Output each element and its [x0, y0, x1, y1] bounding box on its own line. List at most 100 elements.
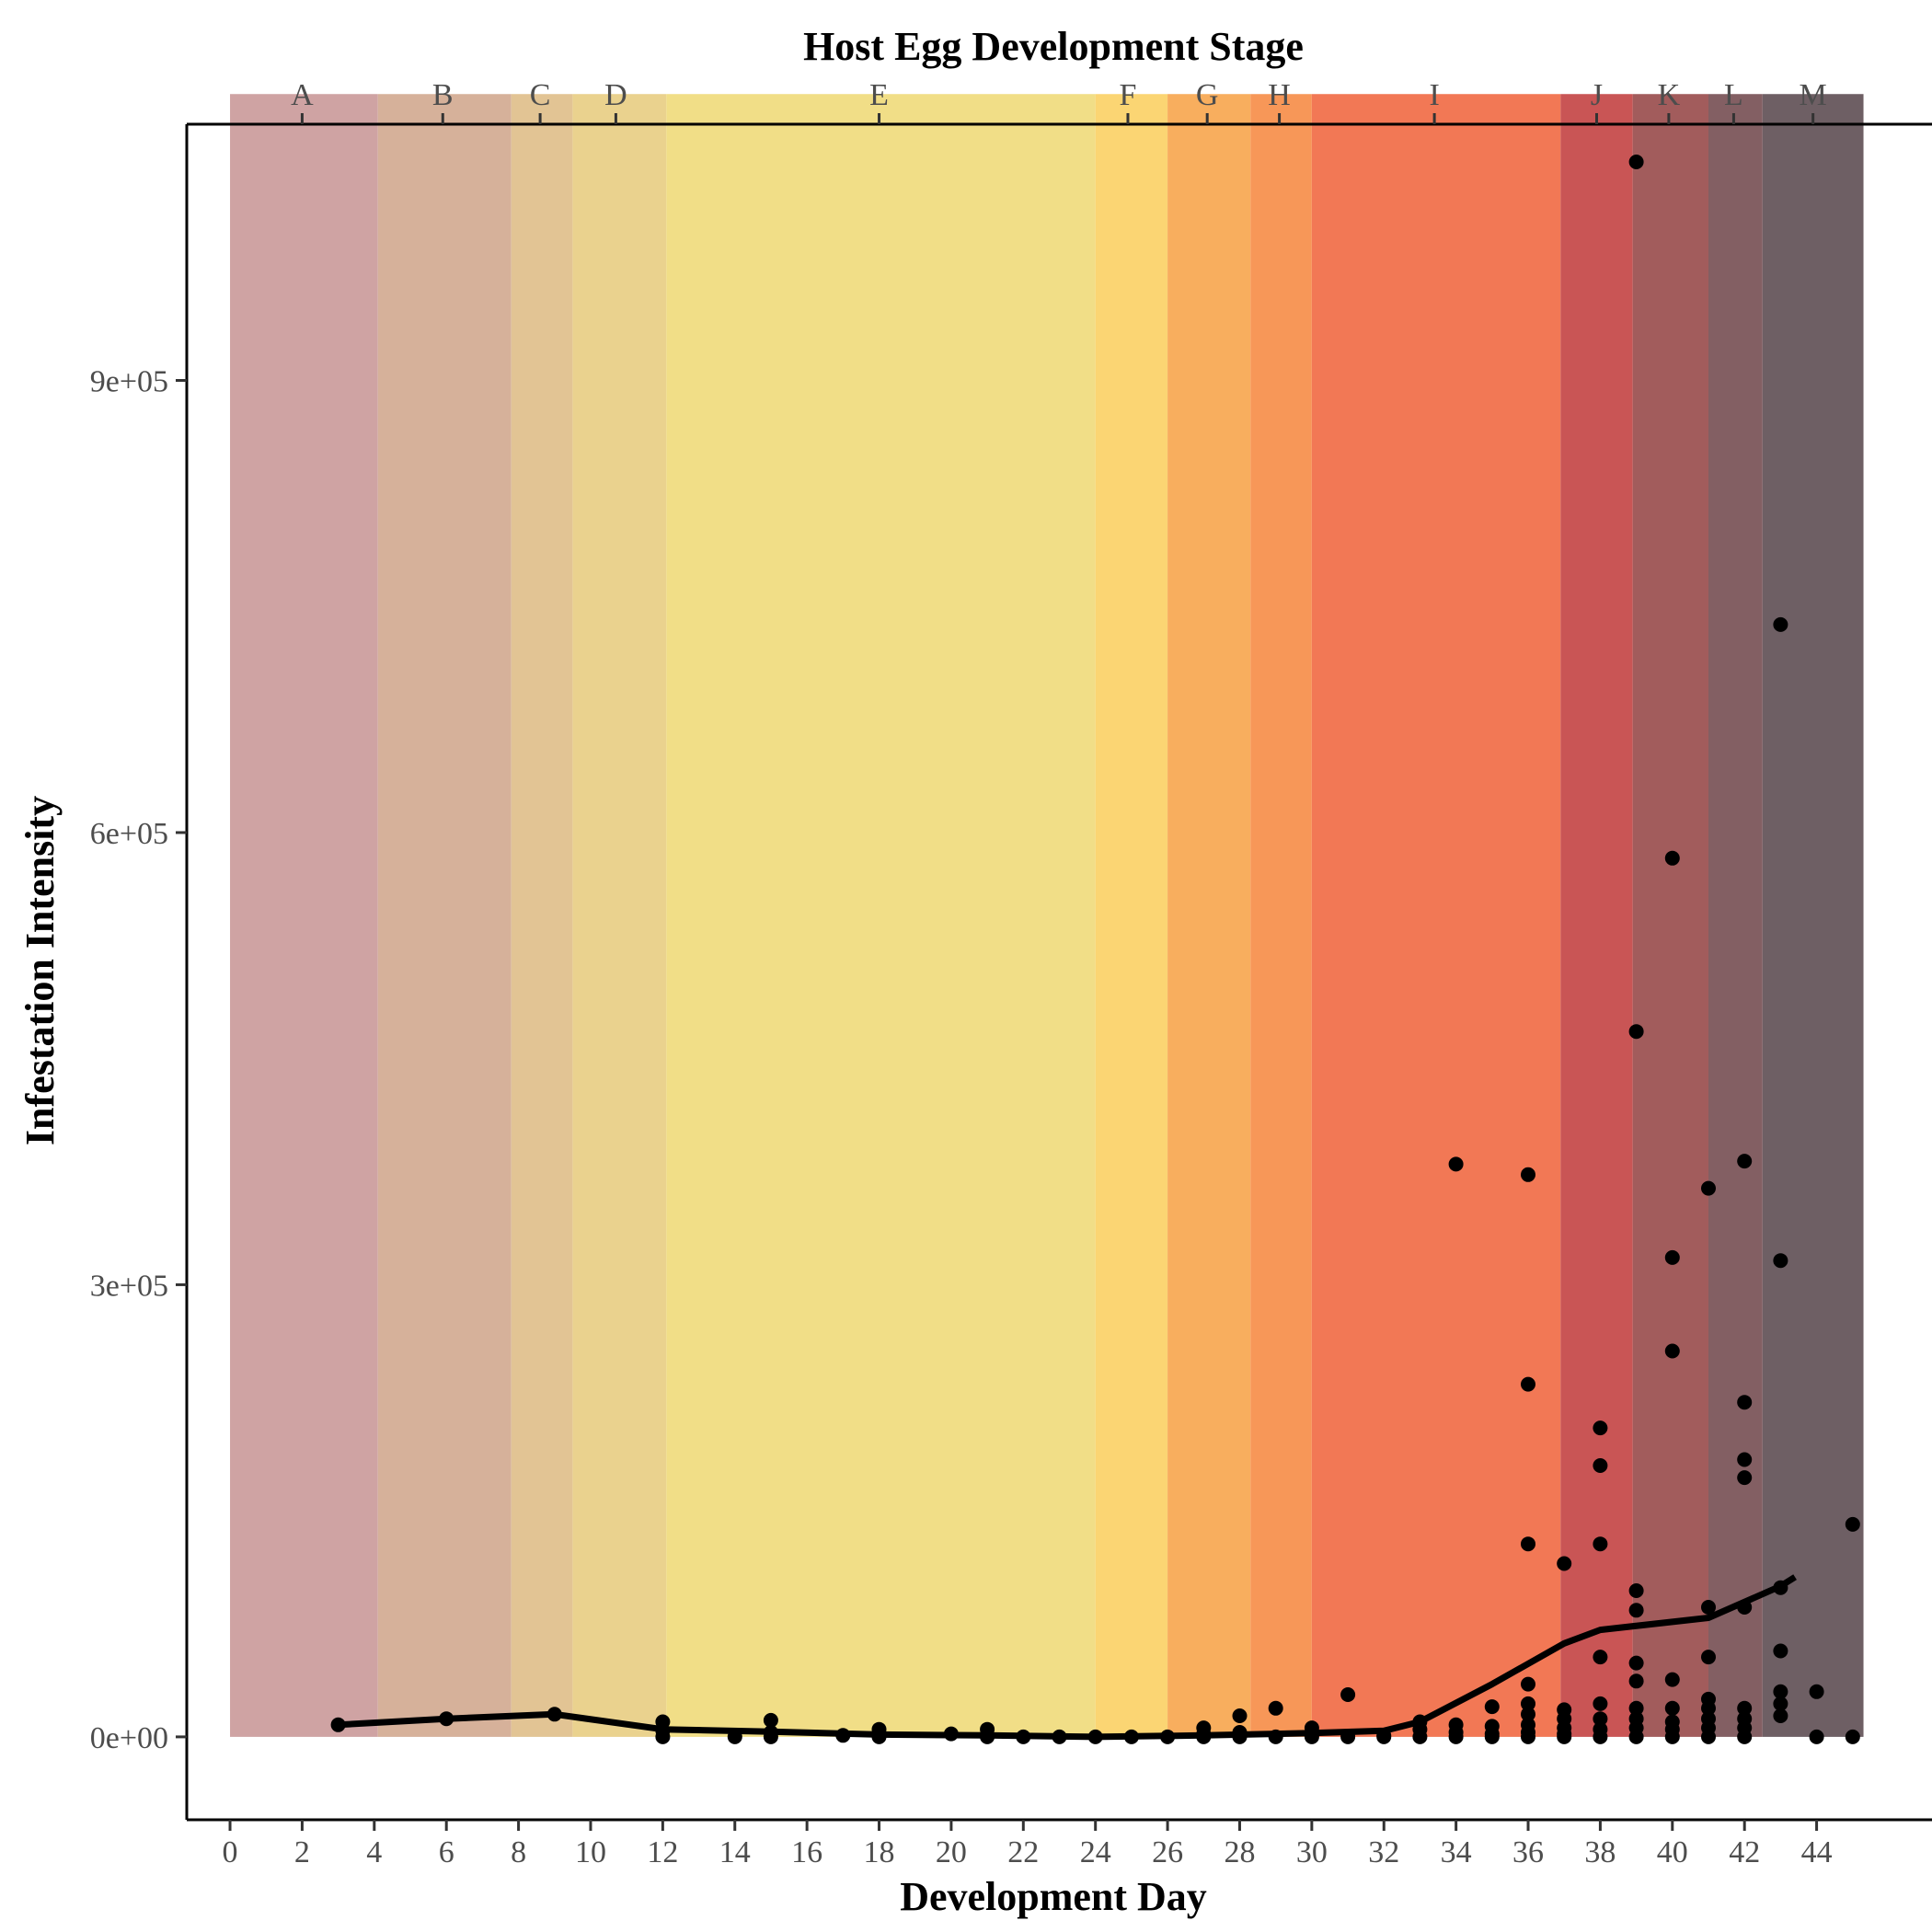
- x-tick-label: 28: [1224, 1835, 1255, 1869]
- data-point: [871, 1729, 887, 1744]
- data-point: [1664, 1700, 1680, 1716]
- data-point: [1484, 1699, 1500, 1715]
- x-tick-label: 8: [511, 1835, 526, 1869]
- x-tick-label: 0: [223, 1835, 238, 1869]
- data-point: [1593, 1729, 1608, 1744]
- data-points: [330, 155, 1860, 1744]
- x-tick-label: 14: [719, 1835, 751, 1869]
- x-tick-label: 24: [1080, 1835, 1111, 1869]
- data-point: [1737, 1470, 1753, 1486]
- data-point: [1701, 1180, 1716, 1196]
- stage-band-A: [230, 94, 378, 1737]
- data-point: [1628, 1024, 1644, 1040]
- data-point: [727, 1729, 742, 1744]
- data-point: [1773, 1580, 1788, 1595]
- y-axis-title: Infestation Intensity: [17, 796, 63, 1145]
- data-point: [1052, 1729, 1067, 1744]
- data-point: [1773, 1684, 1788, 1699]
- data-point: [1701, 1729, 1716, 1744]
- y-tick-label: 0e+00: [90, 1721, 168, 1755]
- data-point: [1773, 1708, 1788, 1723]
- data-point: [1593, 1458, 1608, 1473]
- data-point: [1737, 1452, 1753, 1467]
- stage-tick-label: M: [1800, 78, 1827, 112]
- x-tick-label: 44: [1801, 1835, 1833, 1869]
- stage-band-B: [377, 94, 512, 1737]
- stage-tick-label: B: [432, 78, 454, 112]
- data-point: [1340, 1687, 1356, 1702]
- data-point: [1664, 1672, 1680, 1687]
- stage-tick-label: L: [1724, 78, 1743, 112]
- data-point: [1593, 1536, 1608, 1552]
- data-point: [1160, 1729, 1176, 1744]
- data-point: [1809, 1684, 1824, 1699]
- data-point: [1628, 1673, 1644, 1689]
- data-point: [1845, 1516, 1860, 1532]
- data-point: [1268, 1700, 1283, 1716]
- data-point: [1376, 1729, 1392, 1744]
- x-tick-label: 38: [1584, 1835, 1616, 1869]
- data-point: [1737, 1600, 1753, 1615]
- stage-tick-label: E: [869, 78, 889, 112]
- data-point: [1232, 1708, 1248, 1723]
- data-point: [1664, 1729, 1680, 1744]
- data-point: [1593, 1696, 1608, 1711]
- data-point: [1593, 1650, 1608, 1665]
- data-point: [1232, 1729, 1248, 1744]
- data-point: [1664, 850, 1680, 866]
- data-point: [1016, 1729, 1031, 1744]
- stage-tick-label: K: [1658, 78, 1681, 112]
- x-tick-label: 2: [294, 1835, 310, 1869]
- stage-tick-label: C: [530, 78, 551, 112]
- stage-band-D: [572, 94, 667, 1737]
- data-point: [1737, 1395, 1753, 1410]
- data-point: [1701, 1600, 1716, 1615]
- y-tick-label: 9e+05: [90, 364, 168, 398]
- data-point: [1737, 1729, 1753, 1744]
- x-tick-label: 16: [791, 1835, 822, 1869]
- data-point: [1773, 1253, 1788, 1269]
- data-point: [1628, 1603, 1644, 1618]
- stage-tick-label: G: [1196, 78, 1219, 112]
- data-point: [1340, 1729, 1356, 1744]
- stage-axis-ticks: A B C D E F G H I J K L M: [291, 78, 1827, 124]
- data-point: [1628, 1729, 1644, 1744]
- data-point: [1845, 1729, 1860, 1744]
- stage-tick-label: J: [1591, 78, 1603, 112]
- data-point: [1773, 1643, 1788, 1659]
- data-point: [1737, 1700, 1753, 1716]
- stage-tick-label: D: [604, 78, 627, 112]
- data-point: [1773, 616, 1788, 632]
- x-tick-label: 12: [647, 1835, 678, 1869]
- stage-band-F: [1095, 94, 1168, 1737]
- stage-band-J: [1560, 94, 1633, 1737]
- x-tick-label: 30: [1296, 1835, 1328, 1869]
- x-axis-ticks: 0 2 4 6 8 10 12 14 16 18 20 22 24 26 28 30 32 34 36 38 40 42 4…: [223, 1820, 1833, 1869]
- data-point: [1628, 155, 1644, 169]
- data-point: [546, 1707, 562, 1722]
- data-point: [1701, 1650, 1716, 1665]
- stage-band-C: [511, 94, 573, 1737]
- data-point: [1196, 1729, 1212, 1744]
- data-point: [1628, 1583, 1644, 1598]
- data-point: [1593, 1711, 1608, 1727]
- data-point: [1521, 1676, 1535, 1692]
- data-point: [1448, 1729, 1464, 1744]
- y-axis-ticks: 0e+00 3e+05 6e+05 9e+05: [90, 364, 187, 1755]
- stage-tick-label: A: [291, 78, 314, 112]
- stage-band-L: [1708, 94, 1763, 1737]
- plot-frame: [185, 122, 1932, 1822]
- data-point: [1087, 1729, 1103, 1744]
- x-tick-label: 6: [439, 1835, 454, 1869]
- data-point: [1521, 1167, 1535, 1182]
- stage-band-I: [1311, 94, 1561, 1737]
- data-point: [1123, 1729, 1139, 1744]
- data-point: [1484, 1729, 1500, 1744]
- y-tick-label: 6e+05: [90, 817, 168, 851]
- data-point: [1593, 1420, 1608, 1436]
- data-point: [763, 1712, 778, 1728]
- mean-line-layer: [338, 1574, 1797, 1741]
- data-point: [1664, 1249, 1680, 1265]
- data-point: [1521, 1536, 1535, 1552]
